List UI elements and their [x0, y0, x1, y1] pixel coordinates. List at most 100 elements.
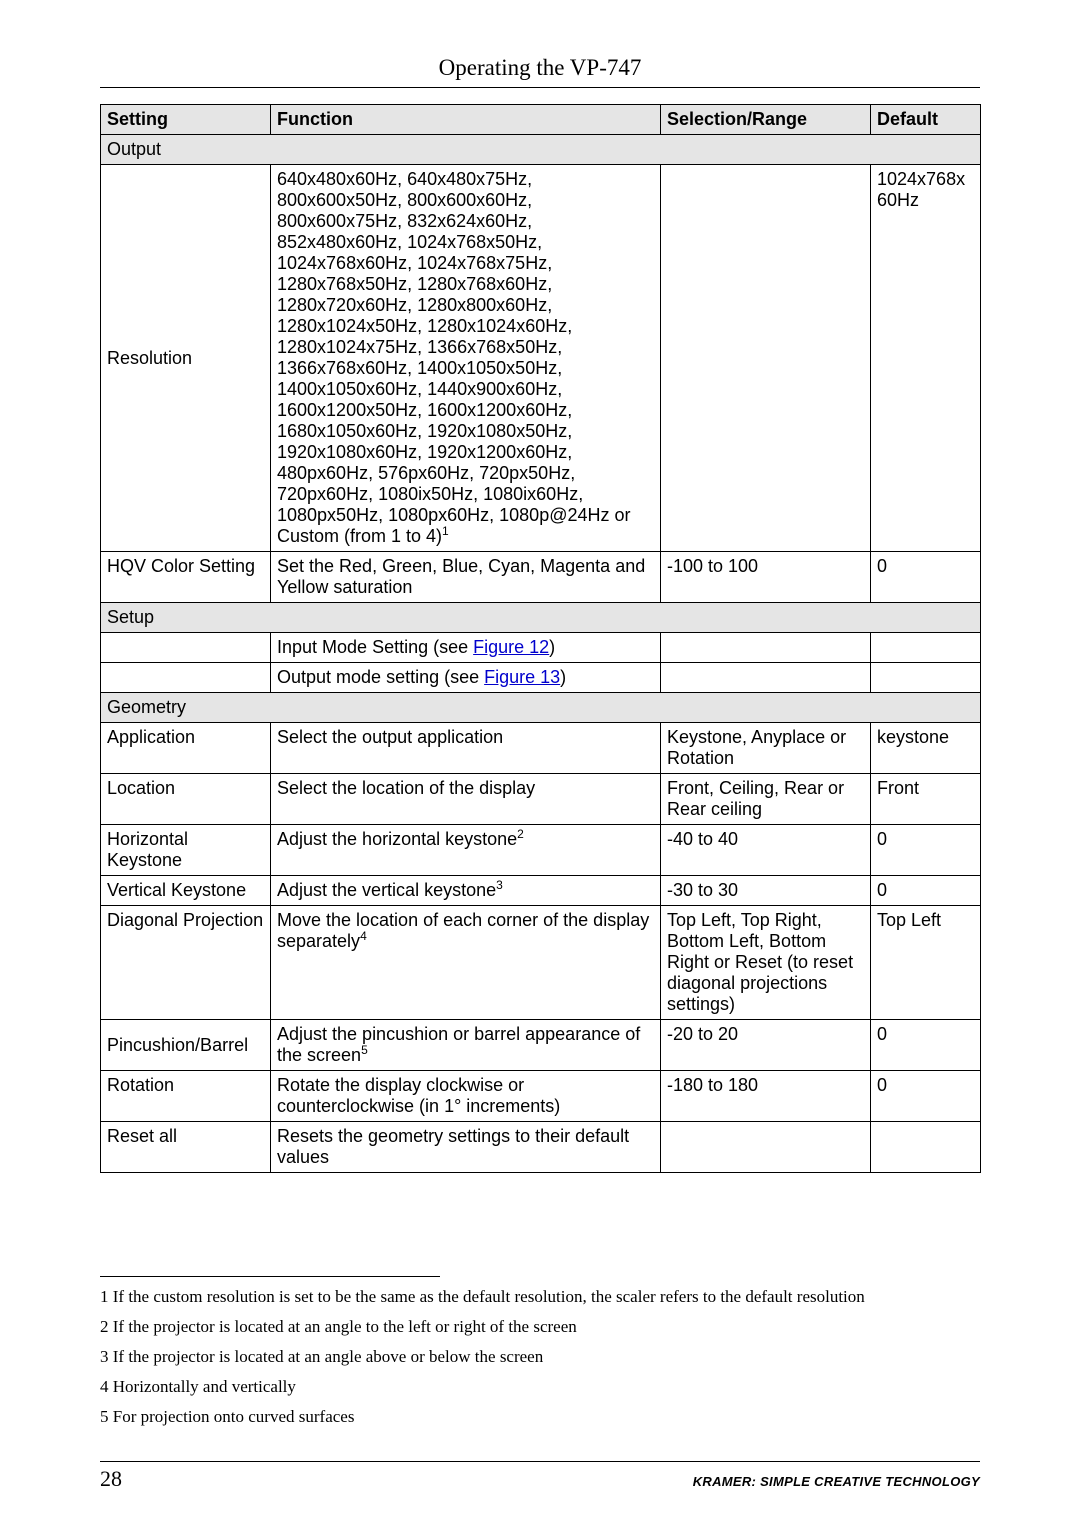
cell-default: 0: [871, 876, 981, 906]
cell-function: Rotate the display clockwise or counterc…: [271, 1071, 661, 1122]
page-footer: 28 KRAMER: SIMPLE CREATIVE TECHNOLOGY: [100, 1461, 980, 1492]
footnote-4: 4 Horizontally and vertically: [100, 1377, 980, 1397]
row-horizontal-keystone: Horizontal Keystone Adjust the horizonta…: [101, 825, 981, 876]
cell-range: [661, 165, 871, 552]
footnote-2: 2 If the projector is located at an angl…: [100, 1317, 980, 1337]
cell-setting: Pincushion/Barrel: [101, 1020, 271, 1071]
section-label: Output: [101, 135, 981, 165]
cell-default: [871, 633, 981, 663]
figure-12-link[interactable]: Figure 12: [473, 637, 549, 657]
cell-function: Output mode setting (see Figure 13): [271, 663, 661, 693]
cell-function: Adjust the horizontal keystone2: [271, 825, 661, 876]
cell-default: 0: [871, 1071, 981, 1122]
footnotes: 1 If the custom resolution is set to be …: [100, 1276, 980, 1437]
header-function: Function: [271, 105, 661, 135]
header-range: Selection/Range: [661, 105, 871, 135]
row-output-mode: Output mode setting (see Figure 13): [101, 663, 981, 693]
cell-function: Move the location of each corner of the …: [271, 906, 661, 1020]
cell-setting: [101, 663, 271, 693]
settings-table: Setting Function Selection/Range Default…: [100, 104, 981, 1173]
function-text: Adjust the horizontal keystone: [277, 829, 517, 849]
footnote-ref: 4: [360, 929, 367, 943]
section-setup: Setup: [101, 603, 981, 633]
cell-function: Set the Red, Green, Blue, Cyan, Magenta …: [271, 552, 661, 603]
cell-setting: Location: [101, 774, 271, 825]
cell-setting: Rotation: [101, 1071, 271, 1122]
cell-function: Adjust the vertical keystone3: [271, 876, 661, 906]
cell-range: -40 to 40: [661, 825, 871, 876]
footnote-ref: 3: [496, 878, 503, 892]
cell-range: -20 to 20: [661, 1020, 871, 1071]
footer-brand: KRAMER: SIMPLE CREATIVE TECHNOLOGY: [693, 1474, 980, 1489]
cell-default: 0: [871, 552, 981, 603]
cell-setting: [101, 633, 271, 663]
cell-default: Front: [871, 774, 981, 825]
cell-default: 0: [871, 1020, 981, 1071]
cell-setting: Diagonal Projection: [101, 906, 271, 1020]
row-resolution: Resolution 640x480x60Hz, 640x480x75Hz, 8…: [101, 165, 981, 552]
section-label: Setup: [101, 603, 981, 633]
figure-13-link[interactable]: Figure 13: [484, 667, 560, 687]
section-label: Geometry: [101, 693, 981, 723]
cell-range: [661, 663, 871, 693]
cell-function: Resets the geometry settings to their de…: [271, 1122, 661, 1173]
row-diagonal-projection: Diagonal Projection Move the location of…: [101, 906, 981, 1020]
cell-setting: Resolution: [101, 165, 271, 552]
function-text: Adjust the vertical keystone: [277, 880, 496, 900]
table-header-row: Setting Function Selection/Range Default: [101, 105, 981, 135]
footnote-1: 1 If the custom resolution is set to be …: [100, 1287, 980, 1307]
cell-function: 640x480x60Hz, 640x480x75Hz, 800x600x50Hz…: [271, 165, 661, 552]
cell-default: 1024x768x 60Hz: [871, 165, 981, 552]
cell-setting: Application: [101, 723, 271, 774]
cell-setting: Vertical Keystone: [101, 876, 271, 906]
cell-function: Select the location of the display: [271, 774, 661, 825]
header-default: Default: [871, 105, 981, 135]
cell-range: -100 to 100: [661, 552, 871, 603]
function-text: 640x480x60Hz, 640x480x75Hz, 800x600x50Hz…: [277, 169, 631, 546]
cell-setting: HQV Color Setting: [101, 552, 271, 603]
row-reset-all: Reset all Resets the geometry settings t…: [101, 1122, 981, 1173]
row-location: Location Select the location of the disp…: [101, 774, 981, 825]
cell-range: Front, Ceiling, Rear or Rear ceiling: [661, 774, 871, 825]
function-text: Move the location of each corner of the …: [277, 910, 649, 951]
cell-default: keystone: [871, 723, 981, 774]
header-setting: Setting: [101, 105, 271, 135]
cell-default: 0: [871, 825, 981, 876]
footnote-3: 3 If the projector is located at an angl…: [100, 1347, 980, 1367]
cell-range: -30 to 30: [661, 876, 871, 906]
row-pincushion-barrel: Pincushion/Barrel Adjust the pincushion …: [101, 1020, 981, 1071]
row-hqv: HQV Color Setting Set the Red, Green, Bl…: [101, 552, 981, 603]
cell-default: [871, 663, 981, 693]
function-text-pre: Input Mode Setting (see: [277, 637, 473, 657]
cell-range: [661, 633, 871, 663]
footnote-rule: [100, 1276, 440, 1277]
section-output: Output: [101, 135, 981, 165]
page-title: Operating the VP-747: [100, 55, 980, 81]
cell-setting: Reset all: [101, 1122, 271, 1173]
function-text: Adjust the pincushion or barrel appearan…: [277, 1024, 640, 1065]
cell-range: Top Left, Top Right, Bottom Left, Bottom…: [661, 906, 871, 1020]
cell-default: Top Left: [871, 906, 981, 1020]
cell-function: Adjust the pincushion or barrel appearan…: [271, 1020, 661, 1071]
cell-function: Select the output application: [271, 723, 661, 774]
row-rotation: Rotation Rotate the display clockwise or…: [101, 1071, 981, 1122]
cell-range: [661, 1122, 871, 1173]
row-application: Application Select the output applicatio…: [101, 723, 981, 774]
cell-range: -180 to 180: [661, 1071, 871, 1122]
section-geometry: Geometry: [101, 693, 981, 723]
footnote-5: 5 For projection onto curved surfaces: [100, 1407, 980, 1427]
footnote-ref: 1: [442, 524, 449, 538]
title-rule: [100, 87, 980, 88]
function-text-pre: Output mode setting (see: [277, 667, 484, 687]
cell-range: Keystone, Anyplace or Rotation: [661, 723, 871, 774]
function-text-post: ): [549, 637, 555, 657]
page-number: 28: [100, 1466, 122, 1492]
footnote-ref: 2: [517, 827, 524, 841]
cell-default: [871, 1122, 981, 1173]
function-text-post: ): [560, 667, 566, 687]
row-input-mode: Input Mode Setting (see Figure 12): [101, 633, 981, 663]
footer-rule: [100, 1461, 980, 1462]
footnote-ref: 5: [361, 1043, 368, 1057]
cell-setting: Horizontal Keystone: [101, 825, 271, 876]
cell-function: Input Mode Setting (see Figure 12): [271, 633, 661, 663]
